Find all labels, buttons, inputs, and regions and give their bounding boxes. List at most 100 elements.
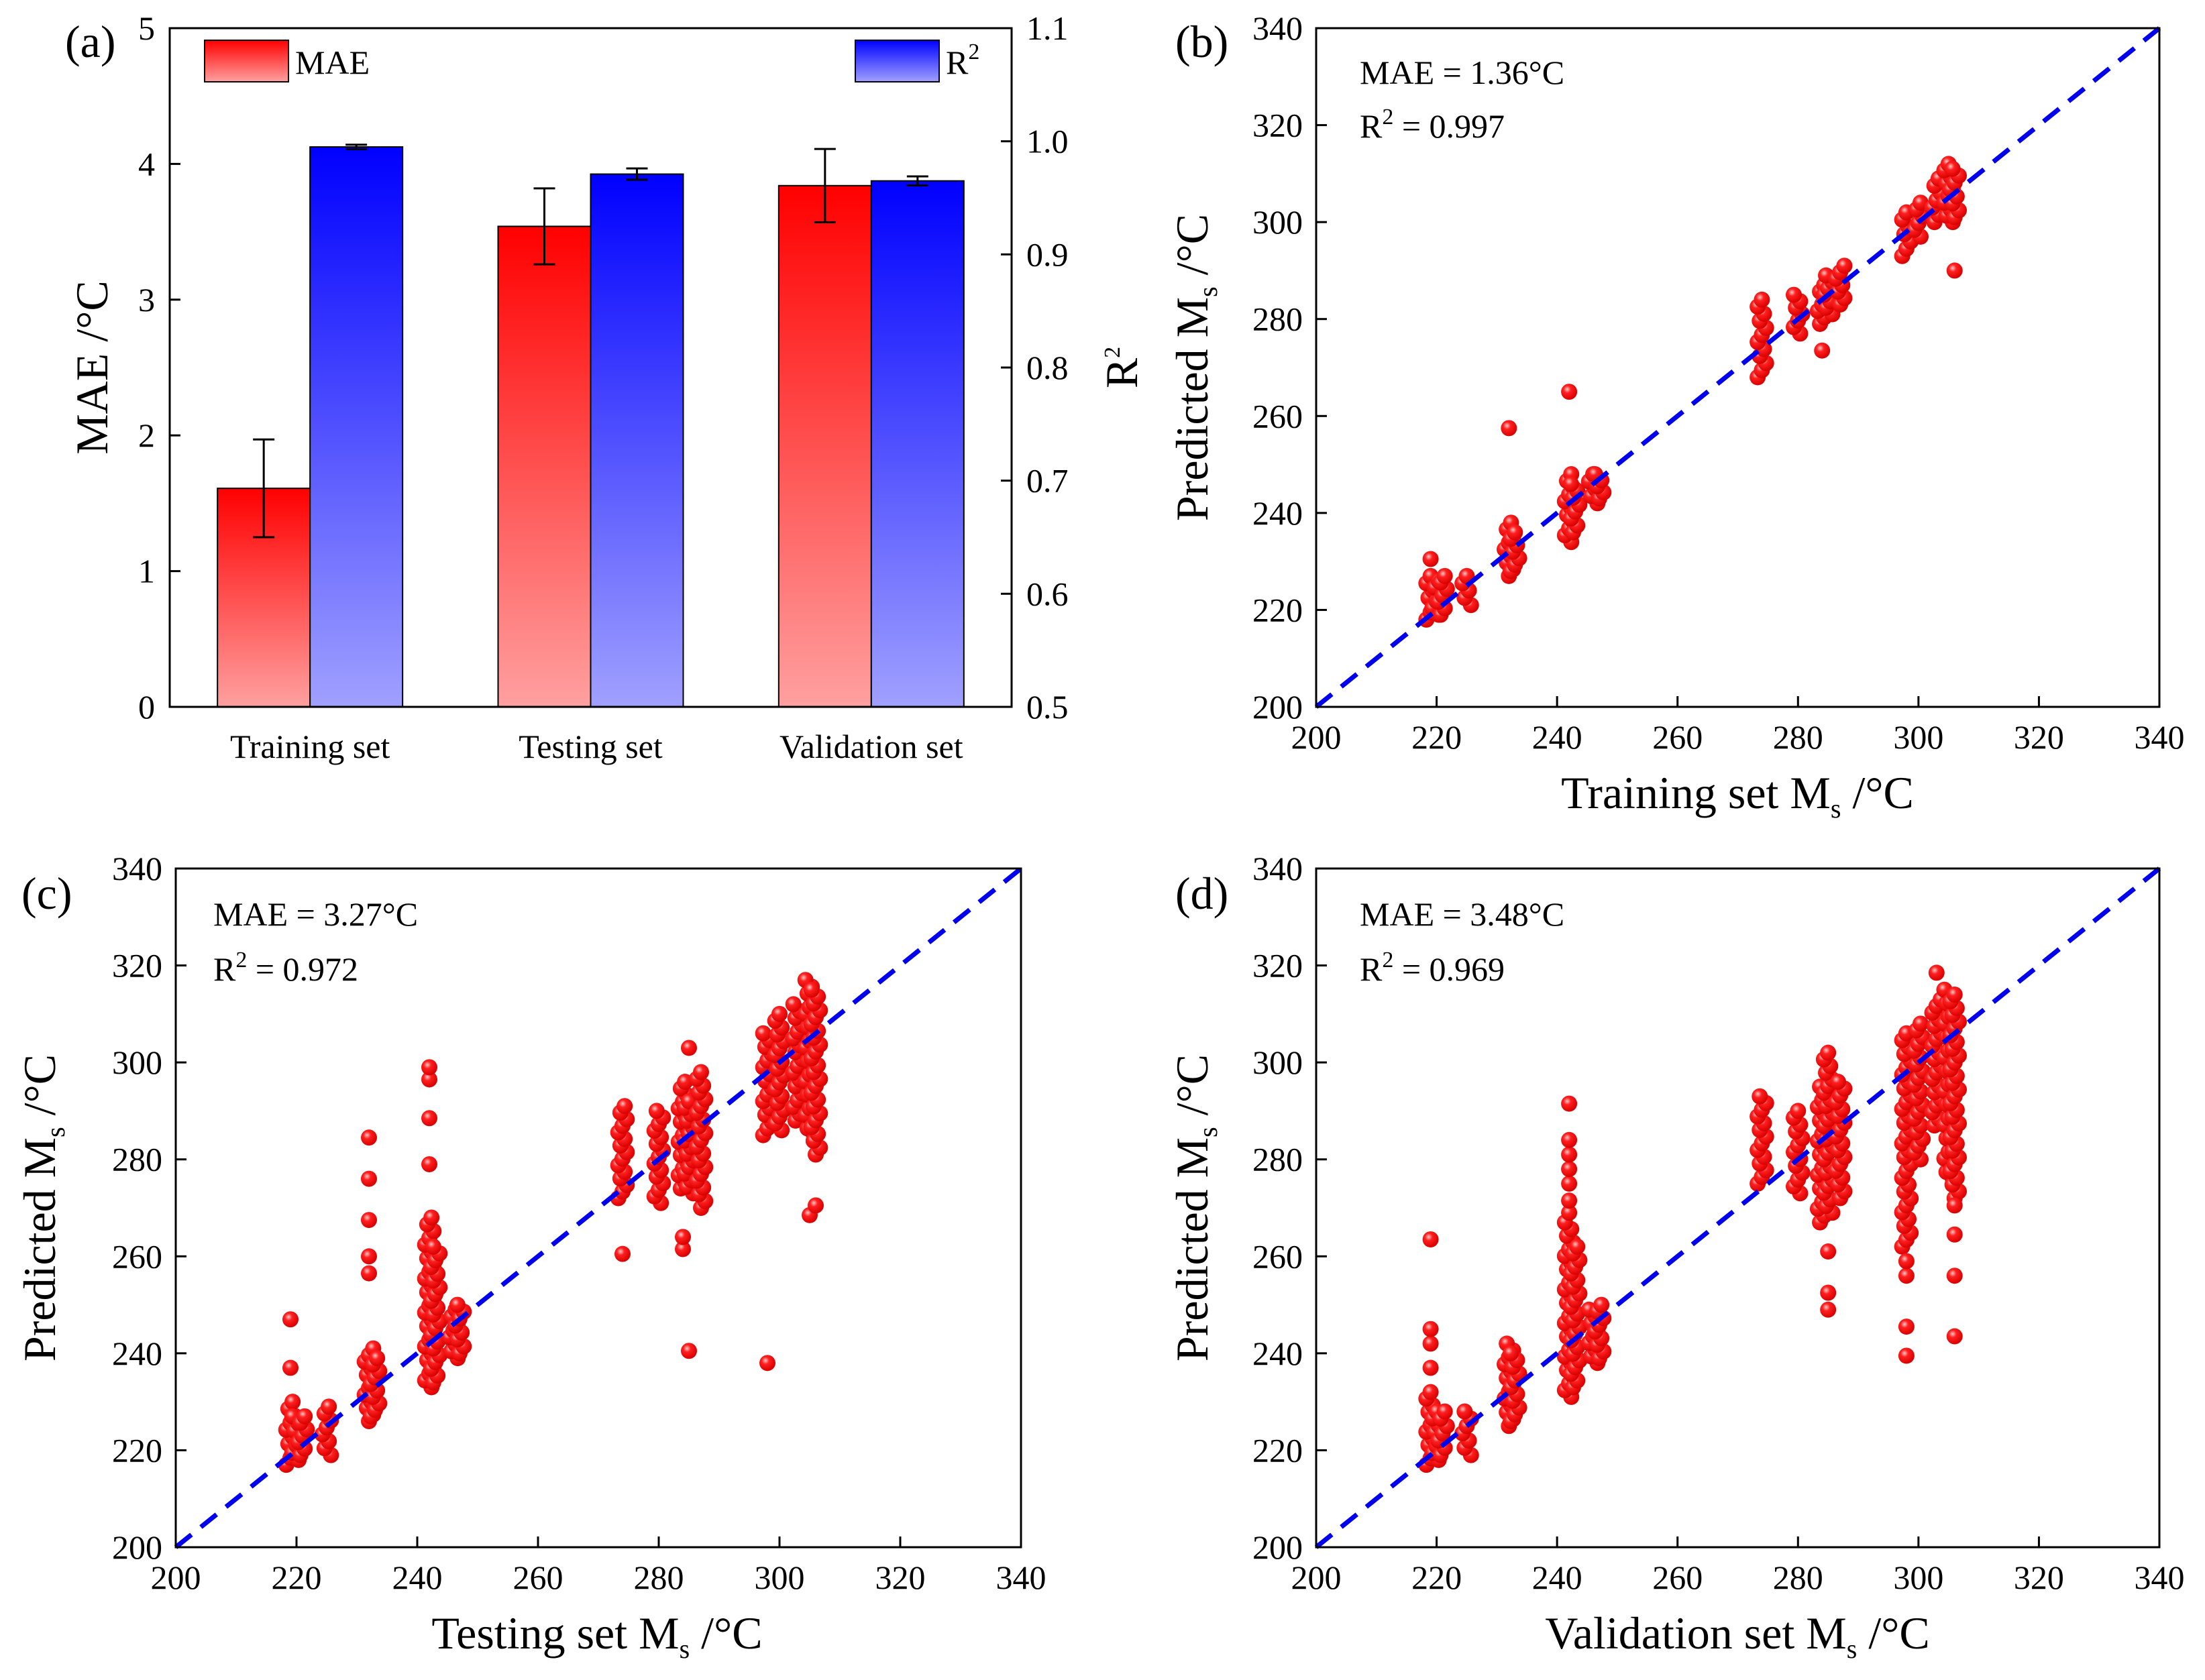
y-tick-label: 260 <box>1252 1237 1303 1275</box>
data-point <box>1593 1296 1610 1313</box>
y-tick-label: 3 <box>138 281 155 319</box>
y-tick-label: 240 <box>112 1335 162 1372</box>
data-point <box>1820 1243 1837 1260</box>
x-tick-label: 240 <box>392 1559 443 1596</box>
data-point <box>648 1103 665 1119</box>
y-tick-label: 1 <box>138 553 155 590</box>
data-point <box>361 1212 377 1229</box>
data-point <box>1946 1197 1963 1214</box>
y-tick-label: 200 <box>1252 1528 1303 1566</box>
y-tick-label: 260 <box>112 1237 162 1275</box>
legend-mae-swatch <box>204 40 289 82</box>
data-point <box>614 1245 631 1262</box>
data-point <box>1436 1403 1453 1420</box>
y2-tick-label: 0.5 <box>1026 688 1069 726</box>
data-point <box>1422 551 1439 567</box>
data-point <box>1814 342 1831 359</box>
data-point <box>1898 1319 1915 1335</box>
data-point <box>421 1071 437 1088</box>
panel-a-frame <box>168 27 1013 708</box>
panel-c-xlabel: Testing set Ms /°C <box>431 1608 762 1664</box>
y-tick-label: 0 <box>138 688 155 726</box>
x-tick-label: 340 <box>996 1559 1046 1596</box>
x-tick-label: 260 <box>1652 718 1703 756</box>
data-point <box>1820 1301 1837 1318</box>
data-point <box>1561 1131 1578 1148</box>
panel-a-bars <box>217 144 965 708</box>
data-point <box>675 1241 691 1257</box>
data-point <box>1456 1403 1473 1420</box>
data-point <box>808 1197 824 1214</box>
bar-r2-2 <box>870 180 965 708</box>
data-point <box>1561 1095 1578 1112</box>
data-point <box>1898 1253 1915 1270</box>
data-point <box>361 1265 377 1282</box>
panel-c-frame <box>174 867 1022 1549</box>
data-point <box>755 1025 771 1042</box>
y-tick-label: 4 <box>138 145 155 182</box>
panel-c-r2: R2 = 0.972 <box>213 948 358 988</box>
data-point <box>1946 1268 1963 1284</box>
panel-b-xlabel: Training set Ms /°C <box>1561 767 1914 824</box>
data-point <box>1836 258 1853 274</box>
panel-a-ticks: Training set Testing set Validation set 0 1 2… <box>138 9 1069 765</box>
y2-tick-label: 0.6 <box>1026 575 1069 612</box>
data-point <box>361 1248 377 1265</box>
data-point <box>681 1040 697 1056</box>
data-point <box>282 1359 299 1376</box>
y-tick-label: 320 <box>1252 107 1303 144</box>
x-tick-label: 280 <box>1773 1559 1823 1596</box>
y-tick-label: 280 <box>112 1141 162 1178</box>
x-tick-label: 300 <box>1893 718 1943 756</box>
data-point <box>1898 1347 1915 1364</box>
bar-r2-1 <box>590 173 684 708</box>
bar-r2-0 <box>309 146 404 708</box>
x-tick-label: 200 <box>151 1559 201 1596</box>
data-point <box>1507 524 1523 541</box>
y-tick-label: 220 <box>1252 1431 1303 1469</box>
data-point <box>1898 1268 1915 1284</box>
data-point <box>425 1238 441 1255</box>
y-tick-label: 300 <box>1252 1044 1303 1081</box>
y-tick-label: 240 <box>1252 494 1303 532</box>
x-tick-label: 260 <box>513 1559 563 1596</box>
data-point <box>785 996 802 1013</box>
x-tick-label: 340 <box>2135 1559 2185 1596</box>
data-point <box>1569 1238 1586 1255</box>
panel-b-mae: MAE = 1.36°C <box>1360 54 1564 91</box>
x-category-label: Testing set <box>519 728 663 765</box>
data-point <box>1946 1328 1963 1345</box>
x-tick-label: 340 <box>2135 718 2185 756</box>
panel-a-y2label: R2 <box>1096 347 1147 388</box>
x-tick-label: 320 <box>2014 1559 2064 1596</box>
panel-b-points <box>1418 156 1968 628</box>
x-tick-label: 240 <box>1532 1559 1582 1596</box>
data-point <box>1503 1345 1519 1361</box>
data-point <box>681 1343 697 1359</box>
data-point <box>297 1408 313 1424</box>
y2-tick-label: 0.7 <box>1026 462 1069 500</box>
data-point <box>1422 1231 1439 1247</box>
y2-tick-label: 0.8 <box>1026 349 1069 386</box>
y2-tick-label: 1.1 <box>1026 9 1069 47</box>
data-point <box>1928 964 1945 981</box>
y-tick-label: 340 <box>1252 9 1303 47</box>
y-tick-label: 320 <box>112 947 162 985</box>
y-tick-label: 320 <box>1252 947 1303 985</box>
panel-c-diagonal <box>174 866 1023 1549</box>
panel-b-r2: R2 = 0.997 <box>1360 105 1505 145</box>
x-tick-label: 220 <box>1411 718 1462 756</box>
y-tick-label: 280 <box>1252 300 1303 338</box>
y-tick-label: 260 <box>1252 397 1303 435</box>
data-point <box>1786 286 1803 303</box>
legend-mae-label: MAE <box>295 44 370 81</box>
y-tick-label: 220 <box>112 1431 162 1469</box>
data-point <box>421 1059 437 1076</box>
data-point <box>1422 1335 1439 1352</box>
data-point <box>284 1394 301 1410</box>
y2-tick-label: 1.0 <box>1026 123 1069 160</box>
data-point <box>1562 475 1579 492</box>
data-point <box>616 1098 633 1115</box>
